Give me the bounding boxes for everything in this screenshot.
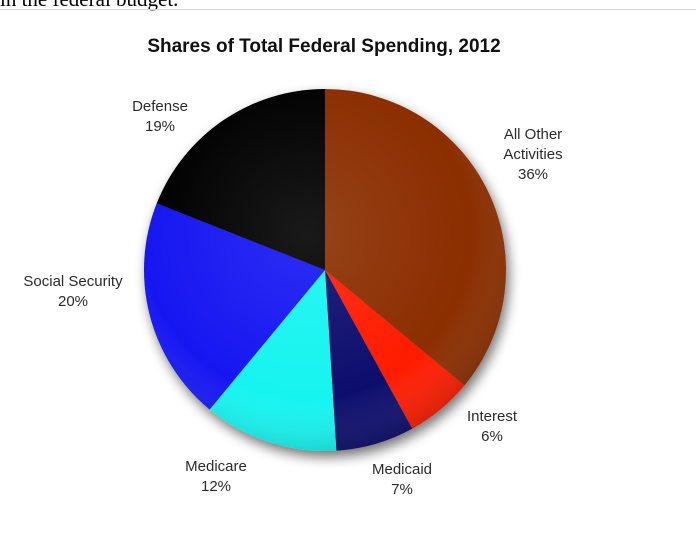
divider <box>0 9 696 10</box>
cropped-caption-text: in the federal budget. <box>0 0 178 12</box>
slice-label-interest: Interest 6% <box>467 408 518 445</box>
slice-label-social-security: Social Security 20% <box>23 273 123 310</box>
slice-label-all-other-activities: All Other Activities 36% <box>503 126 562 183</box>
slice-label-medicaid: Medicaid 7% <box>372 461 432 498</box>
chart-title: Shares of Total Federal Spending, 2012 <box>147 36 500 57</box>
slice-label-defense: Defense 19% <box>132 98 188 135</box>
slice-label-medicare: Medicare 12% <box>185 458 247 495</box>
